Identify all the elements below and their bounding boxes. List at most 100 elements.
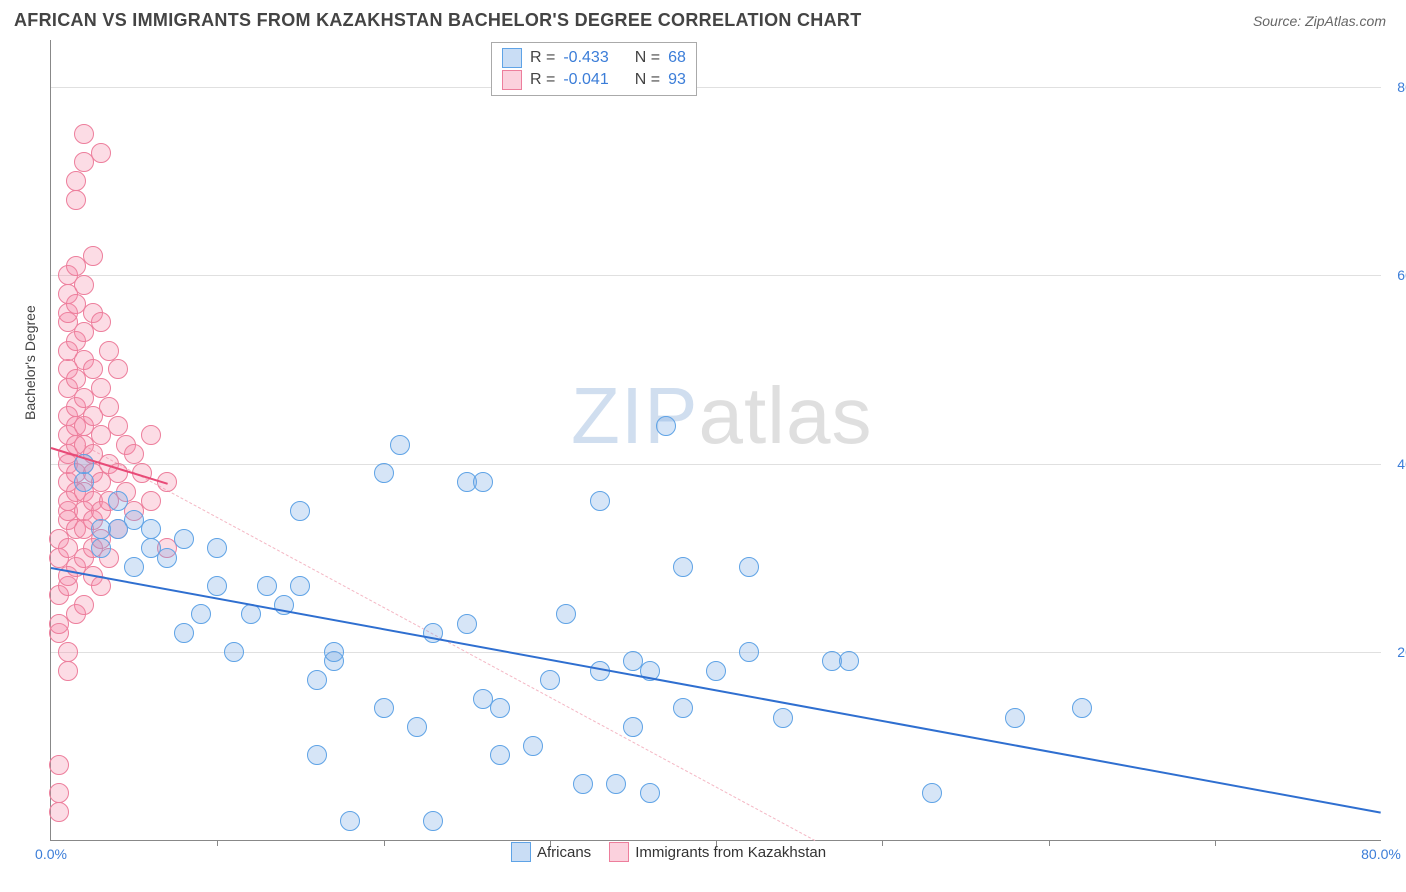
kazakhstan-point <box>99 397 119 417</box>
legend-item: Immigrants from Kazakhstan <box>609 842 826 862</box>
africans-point <box>1072 698 1092 718</box>
africans-point <box>74 472 94 492</box>
chart-header: AFRICAN VS IMMIGRANTS FROM KAZAKHSTAN BA… <box>0 0 1406 35</box>
kazakhstan-point <box>91 143 111 163</box>
gridline <box>51 87 1381 88</box>
x-tick <box>217 840 218 846</box>
africans-point <box>556 604 576 624</box>
legend-N-value: 93 <box>668 71 686 89</box>
x-tick <box>1215 840 1216 846</box>
africans-point <box>623 717 643 737</box>
legend-item: Africans <box>511 842 591 862</box>
africans-point <box>390 435 410 455</box>
africans-point <box>1005 708 1025 728</box>
gridline <box>51 652 1381 653</box>
scatter-chart: ZIPatlas 20.0%40.0%60.0%80.0%0.0%80.0%R … <box>50 40 1381 841</box>
kazakhstan-point <box>74 275 94 295</box>
africans-point <box>739 557 759 577</box>
africans-point <box>108 491 128 511</box>
africans-point <box>656 416 676 436</box>
kazakhstan-point <box>58 661 78 681</box>
africans-point <box>457 614 477 634</box>
africans-point <box>423 811 443 831</box>
kazakhstan-point <box>74 124 94 144</box>
x-tick <box>1049 840 1050 846</box>
africans-point <box>307 670 327 690</box>
africans-point <box>739 642 759 662</box>
africans-point <box>141 519 161 539</box>
legend-N-label: N = <box>635 49 660 67</box>
kazakhstan-point <box>91 312 111 332</box>
africans-point <box>473 472 493 492</box>
legend-row: R =-0.041N =93 <box>502 69 686 91</box>
africans-point <box>407 717 427 737</box>
kazakhstan-point <box>108 359 128 379</box>
africans-point <box>157 548 177 568</box>
kazakhstan-point <box>99 341 119 361</box>
series-legend: Africans Immigrants from Kazakhstan <box>511 842 826 862</box>
legend-R-label: R = <box>530 71 555 89</box>
kazakhstan-point <box>91 378 111 398</box>
gridline <box>51 464 1381 465</box>
africans-point <box>290 501 310 521</box>
kazakhstan-point <box>108 416 128 436</box>
x-tick <box>882 840 883 846</box>
africans-point <box>673 698 693 718</box>
kazakhstan-point <box>83 246 103 266</box>
y-tick-label: 40.0% <box>1397 456 1406 472</box>
africans-point <box>340 811 360 831</box>
africans-point <box>590 491 610 511</box>
africans-dashed-trend <box>84 445 816 841</box>
legend-swatch <box>502 48 522 68</box>
africans-point <box>839 651 859 671</box>
kazakhstan-point <box>66 190 86 210</box>
africans-point <box>640 783 660 803</box>
source-label: Source: ZipAtlas.com <box>1253 13 1386 29</box>
africans-point <box>307 745 327 765</box>
legend-R-value: -0.433 <box>563 49 608 67</box>
africans-point <box>540 670 560 690</box>
africans-point <box>290 576 310 596</box>
gridline <box>51 275 1381 276</box>
kazakhstan-point <box>124 444 144 464</box>
africans-point <box>191 604 211 624</box>
x-tick <box>384 840 385 846</box>
africans-point <box>207 538 227 558</box>
watermark: ZIPatlas <box>571 370 872 462</box>
legend-item-label: Immigrants from Kazakhstan <box>635 844 826 861</box>
africans-point <box>174 529 194 549</box>
kazakhstan-point <box>49 783 69 803</box>
africans-point <box>523 736 543 756</box>
africans-point <box>673 557 693 577</box>
correlation-legend: R =-0.433N =68R =-0.041N =93 <box>491 42 697 96</box>
legend-swatch <box>511 842 531 862</box>
kazakhstan-point <box>58 642 78 662</box>
y-axis-label: Bachelor's Degree <box>22 305 38 420</box>
legend-R-label: R = <box>530 49 555 67</box>
legend-N-value: 68 <box>668 49 686 67</box>
africans-point <box>490 745 510 765</box>
kazakhstan-point <box>74 595 94 615</box>
kazakhstan-point <box>49 755 69 775</box>
chart-title: AFRICAN VS IMMIGRANTS FROM KAZAKHSTAN BA… <box>14 10 862 31</box>
africans-point <box>224 642 244 662</box>
x-axis-min-label: 0.0% <box>35 846 67 862</box>
africans-trendline <box>51 567 1381 814</box>
kazakhstan-point <box>49 802 69 822</box>
y-tick-label: 60.0% <box>1397 267 1406 283</box>
x-axis-max-label: 80.0% <box>1361 846 1401 862</box>
africans-point <box>573 774 593 794</box>
africans-point <box>374 698 394 718</box>
legend-R-value: -0.041 <box>563 71 608 89</box>
kazakhstan-point <box>66 171 86 191</box>
africans-point <box>174 623 194 643</box>
africans-point <box>706 661 726 681</box>
africans-point <box>922 783 942 803</box>
legend-swatch <box>502 70 522 90</box>
y-tick-label: 80.0% <box>1397 79 1406 95</box>
africans-point <box>490 698 510 718</box>
y-tick-label: 20.0% <box>1397 644 1406 660</box>
africans-point <box>257 576 277 596</box>
africans-point <box>606 774 626 794</box>
africans-point <box>124 557 144 577</box>
